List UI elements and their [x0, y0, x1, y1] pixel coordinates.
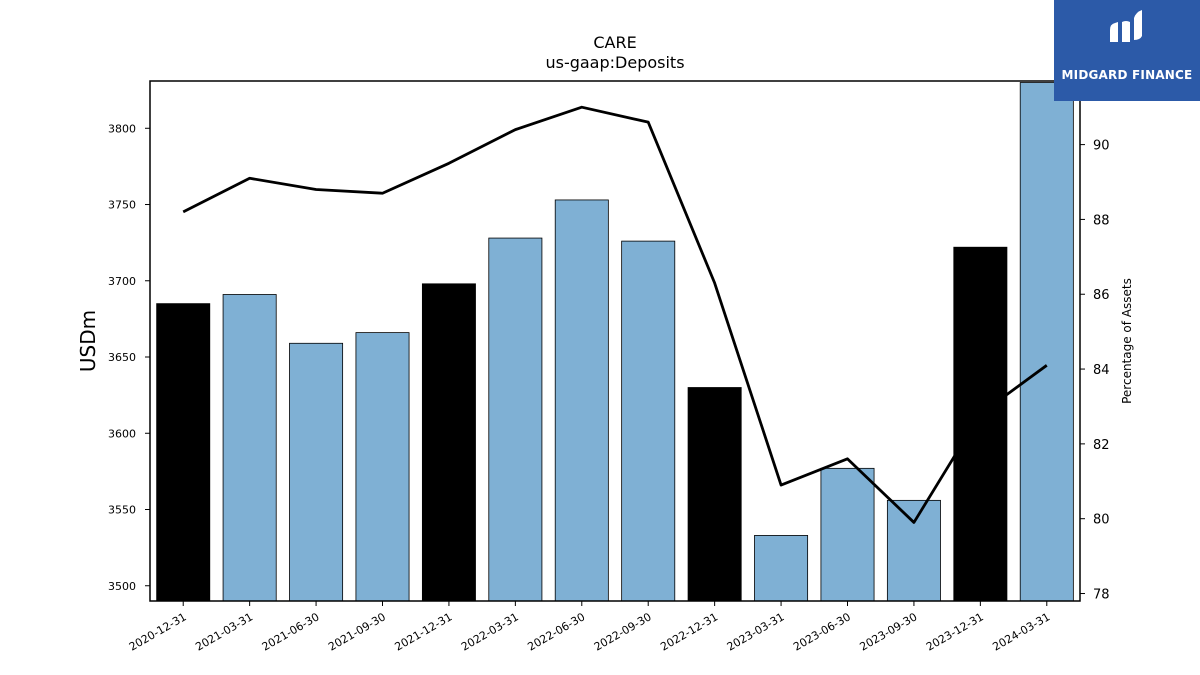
y-axis-label: USDm [76, 310, 100, 372]
y-tick-label-3700: 3700 [108, 275, 136, 288]
y-right-tick-label-88: 88 [1093, 213, 1110, 228]
bar-2023-03-31 [754, 535, 809, 601]
y-tick-label-3600: 3600 [108, 427, 136, 440]
x-tick-label-2023-06-30: 2023-06-30 [791, 610, 853, 653]
x-tick-label-2023-12-31: 2023-12-31 [924, 610, 986, 653]
bar-2022-09-30 [621, 240, 676, 601]
y-right-tick-label-90: 90 [1093, 139, 1110, 154]
x-tick-label-2024-03-31: 2024-03-31 [990, 610, 1052, 653]
x-tick-label-2021-12-31: 2021-12-31 [393, 610, 455, 653]
percentage-of-assets-line [182, 105, 1048, 524]
bar-2021-03-31 [222, 294, 277, 601]
logo-text: MIDGARD FINANCE [1061, 68, 1193, 82]
y-right-tick-label-82: 82 [1093, 438, 1110, 453]
bar-2022-12-31 [687, 387, 742, 601]
bar-2021-06-30 [289, 342, 344, 601]
x-tick-label-2021-06-30: 2021-06-30 [260, 610, 322, 653]
y-tick-label-3750: 3750 [108, 199, 136, 212]
x-tick-label-2020-12-31: 2020-12-31 [127, 610, 189, 653]
bar-2022-06-30 [554, 199, 609, 601]
x-tick-label-2023-09-30: 2023-09-30 [858, 610, 920, 653]
y-right-tick-label-84: 84 [1093, 363, 1110, 378]
y-right-tick-label-78: 78 [1093, 588, 1110, 603]
midgard-finance-logo: MIDGARD FINANCE [1054, 0, 1200, 101]
logo-mark-icon [1110, 10, 1142, 42]
y-tick-label-3500: 3500 [108, 580, 136, 593]
chart-title: CARE [593, 33, 636, 52]
bar-2023-12-31 [953, 246, 1008, 601]
plot-frame [149, 80, 1081, 602]
x-tick-label-2023-03-31: 2023-03-31 [725, 610, 787, 653]
y-axis-label-right: Percentage of Assets [1120, 278, 1134, 404]
y-tick-label-3550: 3550 [108, 504, 136, 517]
x-tick-label-2022-06-30: 2022-06-30 [525, 610, 587, 653]
chart-subtitle: us-gaap:Deposits [545, 53, 684, 72]
bar-2023-09-30 [886, 499, 941, 601]
bar-2023-06-30 [820, 467, 875, 601]
y-tick-label-3650: 3650 [108, 351, 136, 364]
bar-2021-09-30 [355, 332, 410, 601]
bar-2022-03-31 [488, 237, 543, 601]
x-tick-label-2021-03-31: 2021-03-31 [193, 610, 255, 653]
bar-2020-12-31 [156, 303, 211, 601]
x-tick-label-2021-09-30: 2021-09-30 [326, 610, 388, 653]
x-tick-label-2022-03-31: 2022-03-31 [459, 610, 521, 653]
x-tick-label-2022-09-30: 2022-09-30 [592, 610, 654, 653]
y-tick-label-3800: 3800 [108, 122, 136, 135]
bar-2021-12-31 [421, 283, 476, 601]
x-tick-label-2022-12-31: 2022-12-31 [658, 610, 720, 653]
y-right-tick-label-80: 80 [1093, 513, 1110, 528]
bar-2024-03-31 [1019, 82, 1074, 601]
y-right-tick-label-86: 86 [1093, 288, 1110, 303]
